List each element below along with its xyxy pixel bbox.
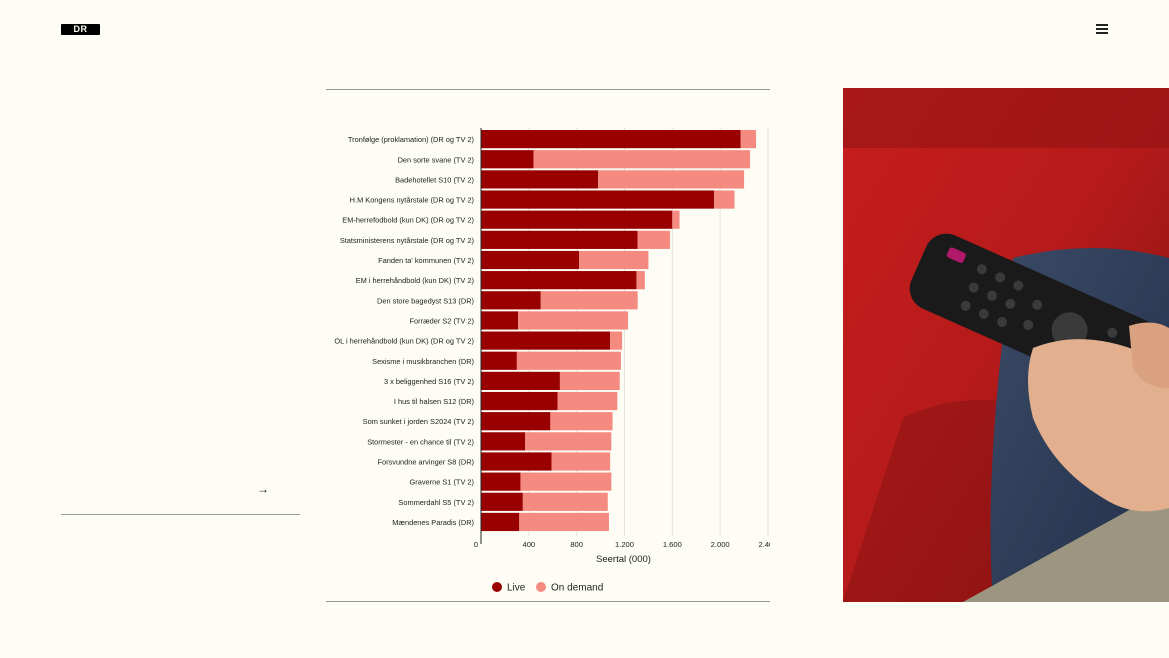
bar-on-demand	[740, 130, 757, 149]
x-axis-label: Seertal (000)	[596, 554, 651, 565]
bar-on-demand	[714, 190, 735, 209]
bar-live	[481, 512, 520, 532]
x-tick-label: 0	[474, 540, 478, 549]
bar-live	[481, 391, 558, 411]
bar-on-demand	[637, 230, 670, 249]
legend-swatch	[492, 582, 502, 592]
category-label: Tronfølge (proklamation) (DR og TV 2)	[348, 135, 474, 144]
category-label: Forræder S2 (TV 2)	[410, 316, 474, 325]
bar-on-demand	[522, 492, 608, 511]
x-tick-label: 1.600	[663, 540, 682, 549]
category-label: Den store bagedyst S13 (DR)	[377, 296, 474, 305]
category-label: Sexisme i musikbranchen (DR)	[372, 357, 474, 366]
bar-on-demand	[579, 250, 649, 270]
legend: Live On demand	[492, 582, 603, 594]
category-label: Mændenes Paradis (DR)	[392, 518, 474, 527]
category-label: I hus til halsen S12 (DR)	[394, 397, 474, 406]
stacked-bar-chart: Tronfølge (proklamation) (DR og TV 2) Den…	[334, 128, 770, 594]
category-label: Den sorte svane (TV 2)	[398, 155, 474, 164]
x-tick-label: 400	[522, 540, 535, 549]
bar-live	[481, 492, 523, 511]
bar-on-demand	[518, 311, 629, 330]
bar-on-demand	[610, 331, 623, 350]
chart-bottom-divider	[326, 601, 770, 602]
category-label: Sommerdahl S5 (TV 2)	[398, 498, 474, 507]
category-label: Forsvundne arvinger S8 (DR)	[377, 458, 474, 467]
category-labels: Tronfølge (proklamation) (DR og TV 2) Den…	[334, 135, 474, 527]
dr-logo[interactable]: DR	[61, 24, 100, 35]
x-tick-labels: 0 400 800 1.200 1.600 2.000 2.400	[474, 540, 770, 549]
bar-on-demand	[551, 452, 611, 471]
category-label: Graverne S1 (TV 2)	[410, 478, 474, 487]
bar-live	[481, 271, 637, 290]
bar-live	[481, 432, 526, 451]
bar-live	[481, 130, 741, 149]
category-label: EM i herrehåndbold (kun DK) (TV 2)	[356, 276, 474, 285]
bar-live	[481, 210, 673, 229]
category-label: Fanden ta' kommunen (TV 2)	[378, 256, 474, 265]
bar-live	[481, 170, 599, 189]
bar-live	[481, 331, 611, 350]
bars	[481, 130, 757, 532]
bar-live	[481, 250, 580, 270]
arrow-right-icon[interactable]: →	[257, 482, 269, 496]
hamburger-menu-icon[interactable]	[1096, 24, 1108, 34]
bar-on-demand	[525, 432, 612, 451]
x-tick-label: 1.200	[615, 540, 634, 549]
chart-top-divider	[326, 89, 770, 90]
bar-on-demand	[519, 512, 609, 532]
bar-live	[481, 190, 715, 209]
legend-label: Live	[507, 583, 526, 594]
bar-on-demand	[550, 412, 613, 431]
bar-on-demand	[516, 351, 621, 370]
bar-live	[481, 230, 638, 249]
bar-on-demand	[636, 271, 645, 290]
bar-on-demand	[540, 291, 638, 310]
bar-on-demand	[559, 371, 620, 390]
bar-live	[481, 452, 552, 471]
divider	[61, 514, 300, 515]
bar-live	[481, 311, 519, 330]
bar-on-demand	[520, 472, 612, 491]
photo-tv-remote	[843, 88, 1169, 602]
category-label: Badehotellet S10 (TV 2)	[395, 175, 474, 184]
bar-live	[481, 371, 560, 390]
x-tick-label: 2.400	[758, 540, 770, 549]
bar-live	[481, 351, 517, 370]
legend-swatch	[536, 582, 546, 592]
bar-live	[481, 150, 534, 169]
legend-label: On demand	[551, 583, 603, 594]
category-label: EM-herrefodbold (kun DK) (DR og TV 2)	[342, 216, 474, 225]
category-label: Som sunket i jorden S2024 (TV 2)	[363, 417, 474, 426]
x-tick-label: 2.000	[711, 540, 730, 549]
bar-on-demand	[557, 391, 618, 411]
category-label: H.M Kongens nytårstale (DR og TV 2)	[350, 196, 474, 205]
x-tick-label: 800	[570, 540, 583, 549]
category-label: Stormester - en chance til (TV 2)	[367, 437, 474, 446]
bar-on-demand	[672, 210, 680, 229]
bar-live	[481, 472, 521, 491]
bar-live	[481, 412, 551, 431]
bar-live	[481, 291, 541, 310]
category-label: Statsministerens nytårstale (DR og TV 2)	[340, 236, 474, 245]
bar-on-demand	[598, 170, 745, 189]
bar-on-demand	[533, 150, 751, 169]
category-label: OL i herrehåndbold (kun DK) (DR og TV 2)	[334, 337, 474, 346]
category-label: 3 x beliggenhed S16 (TV 2)	[384, 377, 474, 386]
